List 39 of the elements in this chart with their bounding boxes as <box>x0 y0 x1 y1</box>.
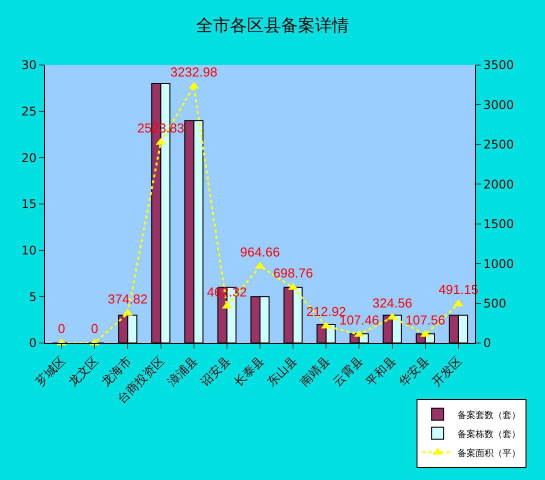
data-label: 698.76 <box>273 266 313 281</box>
legend-label: 备案套数（套） <box>458 410 521 421</box>
y2-tick-label: 1500 <box>483 217 514 232</box>
y2-tick-label: 1000 <box>483 256 514 271</box>
y-tick-label: 0 <box>28 336 37 350</box>
x-tick-label: 南靖县 <box>297 354 333 390</box>
y2-tick-label: 500 <box>483 296 506 310</box>
legend-label: 备案面积（平） <box>458 448 521 459</box>
x-tick-label: 漳浦县 <box>164 354 200 390</box>
y-tick-label: 15 <box>21 197 37 212</box>
data-label: 964.66 <box>240 244 280 260</box>
y-tick-label: 25 <box>21 104 37 119</box>
data-label: 0 <box>91 321 98 336</box>
y-tick-label: 20 <box>21 150 37 165</box>
y2-tick-label: 0 <box>483 336 492 350</box>
y2-tick-label: 2000 <box>483 177 514 192</box>
y2-tick-label: 3000 <box>483 98 514 112</box>
x-tick-label: 诏安县 <box>198 354 234 390</box>
x-tick-label: 云霄县 <box>330 354 366 390</box>
x-tick-label: 平和县 <box>363 354 399 390</box>
y2-tick-label: 3500 <box>483 58 514 72</box>
chart-title: 全市各区县备案详情 <box>196 16 349 36</box>
x-tick-label: 芗城区 <box>32 354 68 390</box>
y-tick-label: 30 <box>21 58 37 72</box>
x-tick-label: 开发区 <box>429 354 465 390</box>
data-label: 374.82 <box>108 291 148 306</box>
data-label: 107.56 <box>405 312 446 328</box>
point <box>354 330 364 337</box>
y-tick-label: 5 <box>28 290 37 304</box>
legend-label: 备案栋数（套） <box>458 428 521 440</box>
data-label: 324.56 <box>372 295 412 310</box>
data-label: 0 <box>58 321 66 336</box>
x-tick-label: 东山县 <box>264 354 300 390</box>
data-label: 3232.98 <box>170 64 218 80</box>
x-tick-label: 龙文区 <box>66 354 101 390</box>
x-tick-label: 华安县 <box>396 354 432 390</box>
x-tick-label: 长泰县 <box>231 354 266 390</box>
y-tick-label: 10 <box>21 244 37 258</box>
y2-tick-label: 2500 <box>483 138 514 152</box>
